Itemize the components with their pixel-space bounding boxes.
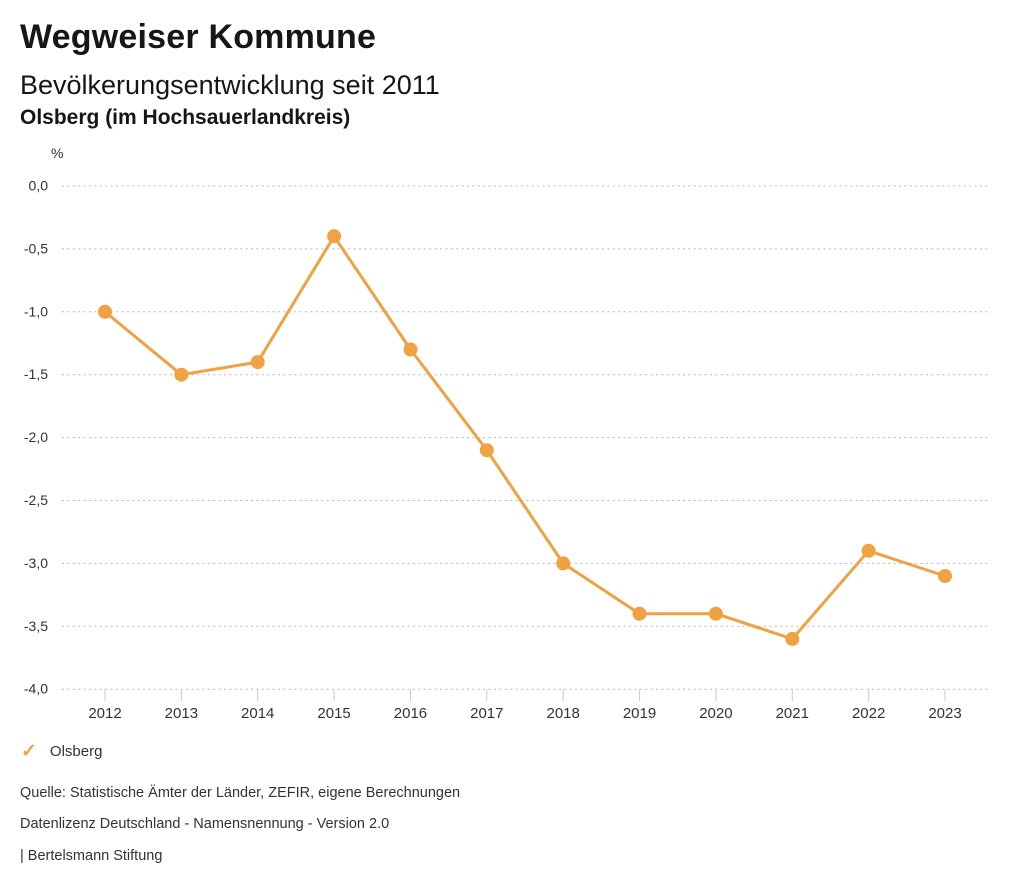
source-note: Quelle: Statistische Ämter der Länder, Z… bbox=[20, 785, 461, 801]
chart-location: Olsberg (im Hochsauerlandkreis) bbox=[20, 106, 351, 129]
x-axis-label-2015: 2015 bbox=[317, 705, 350, 722]
x-axis-label-2023: 2023 bbox=[928, 705, 961, 722]
y-axis-label: -4,0 bbox=[24, 681, 48, 697]
y-axis-label: -0,5 bbox=[24, 240, 48, 256]
data-point-2022[interactable] bbox=[861, 543, 876, 558]
data-point-2016[interactable] bbox=[403, 342, 418, 357]
x-axis-label-2018: 2018 bbox=[546, 705, 579, 722]
data-point-2014[interactable] bbox=[250, 355, 265, 370]
population-line-chart: 0,0 -0,5 -1,0 -1,5 -2,0 -2,5 -3,0 -3,5 -4,0 2012 2… bbox=[24, 178, 991, 722]
y-axis-label: -2,5 bbox=[24, 492, 48, 508]
x-axis-label-2019: 2019 bbox=[623, 705, 656, 722]
data-point-2012[interactable] bbox=[98, 304, 112, 319]
data-point-2019[interactable] bbox=[632, 606, 647, 621]
x-axis-label-2012: 2012 bbox=[88, 705, 121, 722]
x-axis-label-2020: 2020 bbox=[699, 705, 732, 722]
legend-label: Olsberg bbox=[49, 743, 103, 760]
data-point-2018[interactable] bbox=[556, 556, 571, 571]
y-axis-label: -3,5 bbox=[24, 618, 48, 634]
y-axis-label: 0,0 bbox=[29, 178, 49, 194]
y-axis-label: -3,0 bbox=[24, 555, 48, 571]
x-axis-label-2021: 2021 bbox=[776, 705, 809, 722]
y-axis-label: -1,0 bbox=[24, 303, 48, 319]
chart-title: Wegweiser Kommune bbox=[20, 18, 377, 56]
x-axis-label-2014: 2014 bbox=[241, 705, 274, 722]
data-point-2021[interactable] bbox=[785, 631, 800, 646]
x-axis-label-2022: 2022 bbox=[852, 705, 885, 722]
check-icon: ✓ bbox=[21, 741, 37, 762]
x-axis-label-2017: 2017 bbox=[470, 705, 503, 722]
legend: ✓ Olsberg bbox=[21, 742, 102, 761]
attribution-note: | Bertelsmann Stiftung bbox=[20, 848, 163, 864]
data-point-2015[interactable] bbox=[327, 229, 342, 244]
y-axis-unit-label: % bbox=[51, 145, 64, 161]
x-axis-label-2016: 2016 bbox=[394, 705, 427, 722]
chart-subtitle: Bevölkerungsentwicklung seit 2011 bbox=[20, 70, 440, 100]
olsberg-series-line bbox=[103, 234, 947, 641]
x-axis-label-2013: 2013 bbox=[165, 705, 198, 722]
data-point-2023[interactable] bbox=[938, 569, 952, 583]
data-point-2017[interactable] bbox=[479, 443, 494, 458]
license-note: Datenlizenz Deutschland - Namensnennung … bbox=[20, 816, 390, 832]
legend-item-olsberg[interactable]: ✓ Olsberg bbox=[21, 742, 102, 761]
y-axis-label: -1,5 bbox=[24, 366, 48, 382]
y-axis-label: -2,0 bbox=[24, 429, 48, 445]
data-point-2013[interactable] bbox=[174, 367, 189, 382]
data-point-2020[interactable] bbox=[708, 606, 723, 621]
